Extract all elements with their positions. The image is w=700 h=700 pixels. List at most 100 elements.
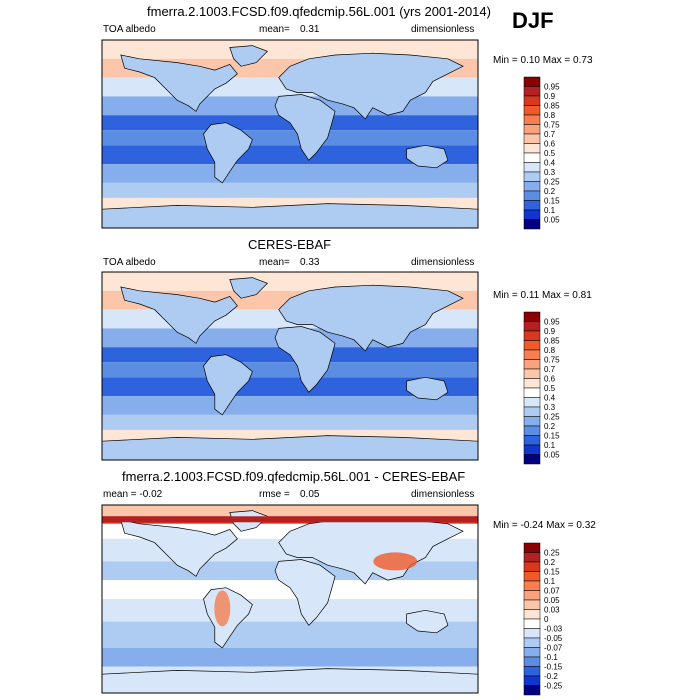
panel-2-mid-value: 0.33 <box>300 257 320 268</box>
colorbar-2-swatch <box>523 387 541 398</box>
colorbar-3-tick-label: 0.1 <box>544 577 556 586</box>
panel-2-left-label: TOA albedo <box>103 257 156 268</box>
colorbar-3-tick-label: 0.15 <box>544 568 560 577</box>
colorbar-3-tick-label: -0.2 <box>544 672 558 681</box>
colorbar-2-swatch <box>523 368 541 379</box>
colorbar-1-tick-label: 0.6 <box>544 140 556 149</box>
colorbar-2-tick-label: 0.2 <box>544 422 556 431</box>
colorbar-2-tick-label: 0.9 <box>544 327 556 336</box>
colorbar-2-tick-label: 0.3 <box>544 403 556 412</box>
colorbar-1: 0.950.90.850.80.750.70.60.50.40.30.250.2… <box>523 76 560 230</box>
colorbar-3-swatch <box>523 571 541 582</box>
colorbar-1-tick-label: 0.3 <box>544 168 556 177</box>
panel-3-mid-value: 0.05 <box>300 489 320 500</box>
colorbar-1-swatch <box>523 200 541 211</box>
colorbar-2-swatch <box>523 454 541 465</box>
panel-1-title: fmerra.2.1003.FCSD.f09.qfedcmip.56L.001 … <box>147 4 491 19</box>
colorbar-3-tick-label: 0.07 <box>544 587 560 596</box>
colorbar-1-tick-label: 0.85 <box>544 102 560 111</box>
colorbar-2-tick-label: 0.7 <box>544 365 556 374</box>
panel-1-left-label: TOA albedo <box>103 24 156 35</box>
colorbar-2-swatch <box>523 406 541 417</box>
colorbar-1-swatch <box>523 152 541 163</box>
colorbar-1-swatch <box>523 162 541 173</box>
colorbar-2-swatch <box>523 416 541 427</box>
colorbar-1-tick-label: 0.15 <box>544 197 560 206</box>
colorbar-2-swatch <box>523 444 541 455</box>
colorbar-2-tick-label: 0.15 <box>544 432 560 441</box>
colorbar-3-swatch <box>523 647 541 658</box>
colorbar-1-swatch <box>523 76 541 87</box>
colorbar-2-tick-label: 0.75 <box>544 356 560 365</box>
panel-1-mid-label: mean= <box>259 24 290 35</box>
colorbar-1-swatch <box>523 86 541 97</box>
colorbar-1-swatch <box>523 219 541 230</box>
colorbar-3-tick-label: -0.15 <box>544 663 563 672</box>
colorbar-3-swatch <box>523 599 541 610</box>
colorbar-1-swatch <box>523 143 541 154</box>
colorbar-2-swatch <box>523 311 541 322</box>
colorbar-1-tick-label: 0.95 <box>544 83 560 92</box>
panel-2-units: dimensionless <box>411 257 475 268</box>
colorbar-3-swatch <box>523 666 541 677</box>
colorbar-2-swatch <box>523 397 541 408</box>
colorbar-1-tick-label: 0.7 <box>544 130 556 139</box>
colorbar-3-swatch <box>523 618 541 629</box>
colorbar-3-swatch <box>523 685 541 696</box>
colorbar-2-swatch <box>523 340 541 351</box>
colorbar-1-tick-label: 0.4 <box>544 159 556 168</box>
colorbar-2-tick-label: 0.05 <box>544 451 560 460</box>
colorbar-3-tick-label: 0.2 <box>544 558 556 567</box>
colorbar-3-tick-label: -0.05 <box>544 634 563 643</box>
colorbar-2-tick-label: 0.4 <box>544 394 556 403</box>
colorbar-3-tick-label: -0.03 <box>544 625 563 634</box>
map-panel-1 <box>101 39 479 229</box>
colorbar-3-tick-label: -0.1 <box>544 653 558 662</box>
colorbar-3-swatch <box>523 542 541 553</box>
colorbar-1-tick-label: 0.8 <box>544 111 556 120</box>
colorbar-2-tick-label: 0.6 <box>544 375 556 384</box>
colorbar-2-swatch <box>523 321 541 332</box>
colorbar-2-tick-label: 0.25 <box>544 413 560 422</box>
colorbar-2: 0.950.90.850.80.750.70.60.50.40.30.250.2… <box>523 311 560 465</box>
colorbar-3-tick-label: 0.03 <box>544 606 560 615</box>
colorbar-2-swatch <box>523 425 541 436</box>
colorbar-1-swatch <box>523 124 541 135</box>
colorbar-1-swatch <box>523 190 541 201</box>
colorbar-2-swatch <box>523 378 541 389</box>
colorbar-2-swatch <box>523 330 541 341</box>
colorbar-1-tick-label: 0.9 <box>544 92 556 101</box>
colorbar-1-tick-label: 0.25 <box>544 178 560 187</box>
colorbar-3-swatch <box>523 590 541 601</box>
colorbar-2-swatch <box>523 435 541 446</box>
colorbar-2-swatch <box>523 359 541 370</box>
colorbar-1-swatch <box>523 105 541 116</box>
colorbar-2-tick-label: 0.5 <box>544 384 556 393</box>
colorbar-3-tick-label: 0 <box>544 615 549 624</box>
colorbar-1-swatch <box>523 133 541 144</box>
season-label: DJF <box>512 8 554 33</box>
colorbar-3-swatch <box>523 628 541 639</box>
colorbar-1-swatch <box>523 209 541 220</box>
colorbar-2-tick-label: 0.8 <box>544 346 556 355</box>
panel-2-title: CERES-EBAF <box>248 237 332 252</box>
colorbar-2-tick-label: 0.1 <box>544 441 556 450</box>
panel-3-units: dimensionless <box>411 489 475 500</box>
colorbar-3-swatch <box>523 552 541 563</box>
colorbar-3-tick-label: -0.25 <box>544 682 563 691</box>
panel-2-mid-label: mean= <box>259 257 290 268</box>
colorbar-1-swatch <box>523 171 541 182</box>
colorbar-3-swatch <box>523 637 541 648</box>
colorbar-2-swatch <box>523 349 541 360</box>
panel-3-title: fmerra.2.1003.FCSD.f09.qfedcmip.56L.001 … <box>122 469 466 484</box>
panel-3-left-label: mean = -0.02 <box>103 489 163 500</box>
colorbar-3-swatch <box>523 561 541 572</box>
colorbar-1-tick-label: 0.1 <box>544 206 556 215</box>
panel-3-mid-label: rmse = <box>259 489 290 500</box>
colorbar-3: 0.250.20.150.10.070.050.030-0.03-0.05-0.… <box>523 542 563 696</box>
colorbar-3-tick-label: -0.07 <box>544 644 563 653</box>
colorbar-1-tick-label: 0.75 <box>544 121 560 130</box>
colorbar-1-tick-label: 0.2 <box>544 187 556 196</box>
colorbar-3-swatch <box>523 580 541 591</box>
colorbar-3-swatch <box>523 675 541 686</box>
